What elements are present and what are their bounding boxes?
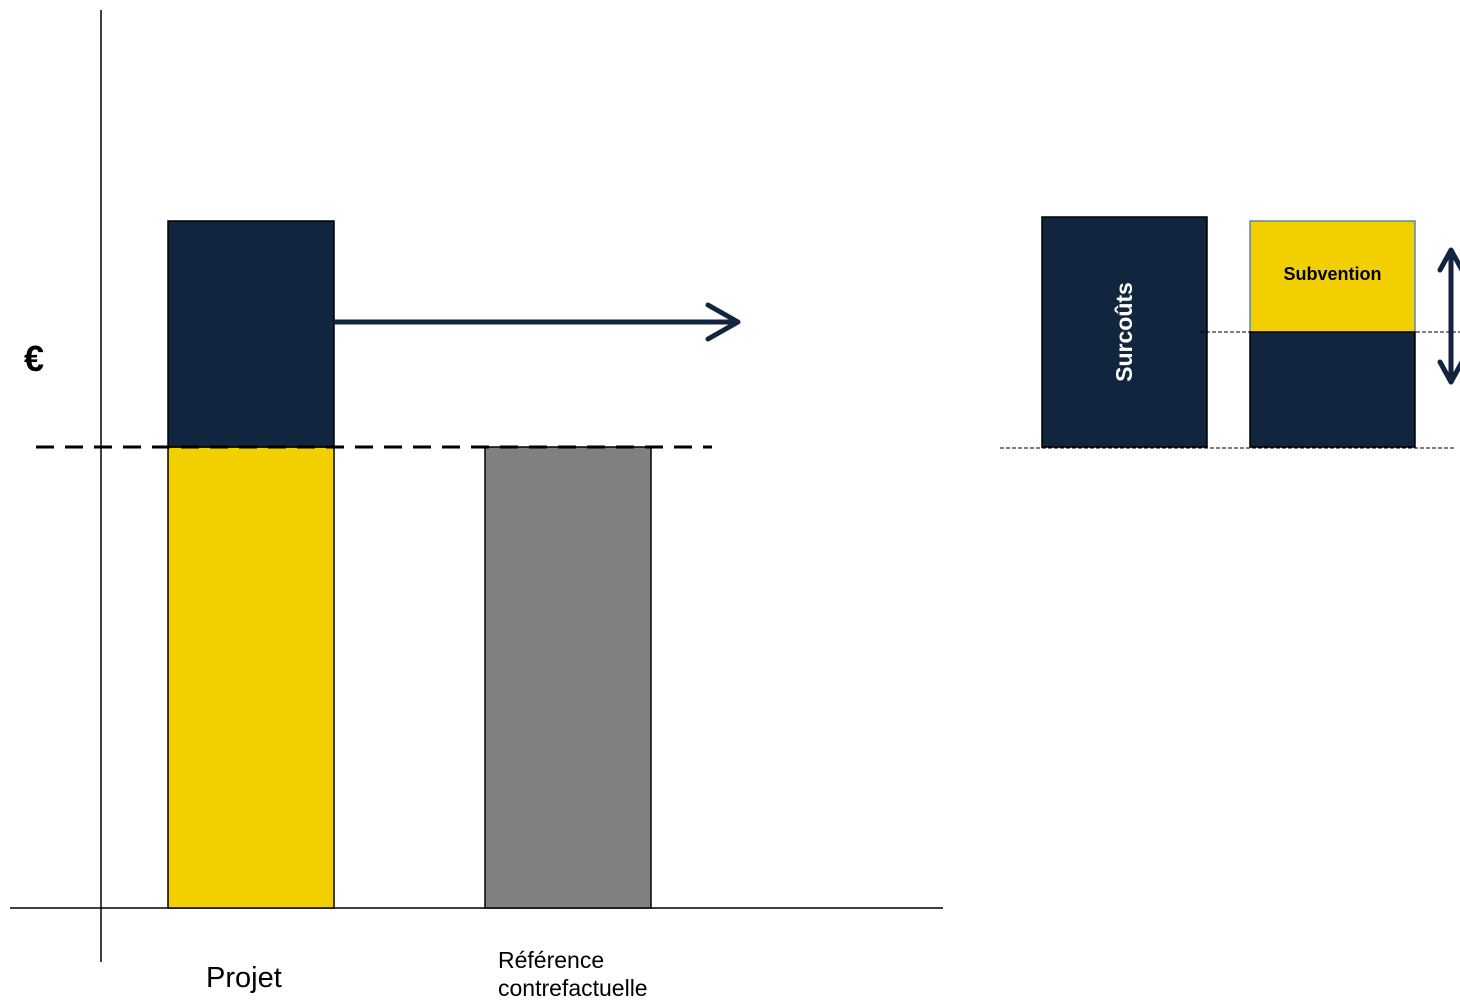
subvention-block bbox=[1249, 220, 1416, 333]
projet-bar-base bbox=[167, 446, 335, 909]
remaining-cost-block bbox=[1249, 331, 1416, 448]
projet-label: Projet bbox=[206, 962, 282, 994]
right-arrow-icon bbox=[334, 302, 741, 342]
reference-label: Référence contrefactuelle bbox=[498, 946, 648, 1002]
surcouts-label: Surcoûts bbox=[1111, 282, 1137, 382]
reference-bar bbox=[484, 446, 652, 909]
surcouts-block bbox=[1041, 216, 1208, 448]
euro-axis-symbol: € bbox=[24, 338, 45, 379]
reference-label-line1: Référence bbox=[498, 947, 605, 973]
subvention-label: Subvention bbox=[1283, 264, 1382, 284]
projet-bar-surcouts bbox=[167, 220, 335, 448]
double-arrow-icon bbox=[1437, 247, 1460, 385]
reference-label-line2: contrefactuelle bbox=[498, 975, 648, 1001]
